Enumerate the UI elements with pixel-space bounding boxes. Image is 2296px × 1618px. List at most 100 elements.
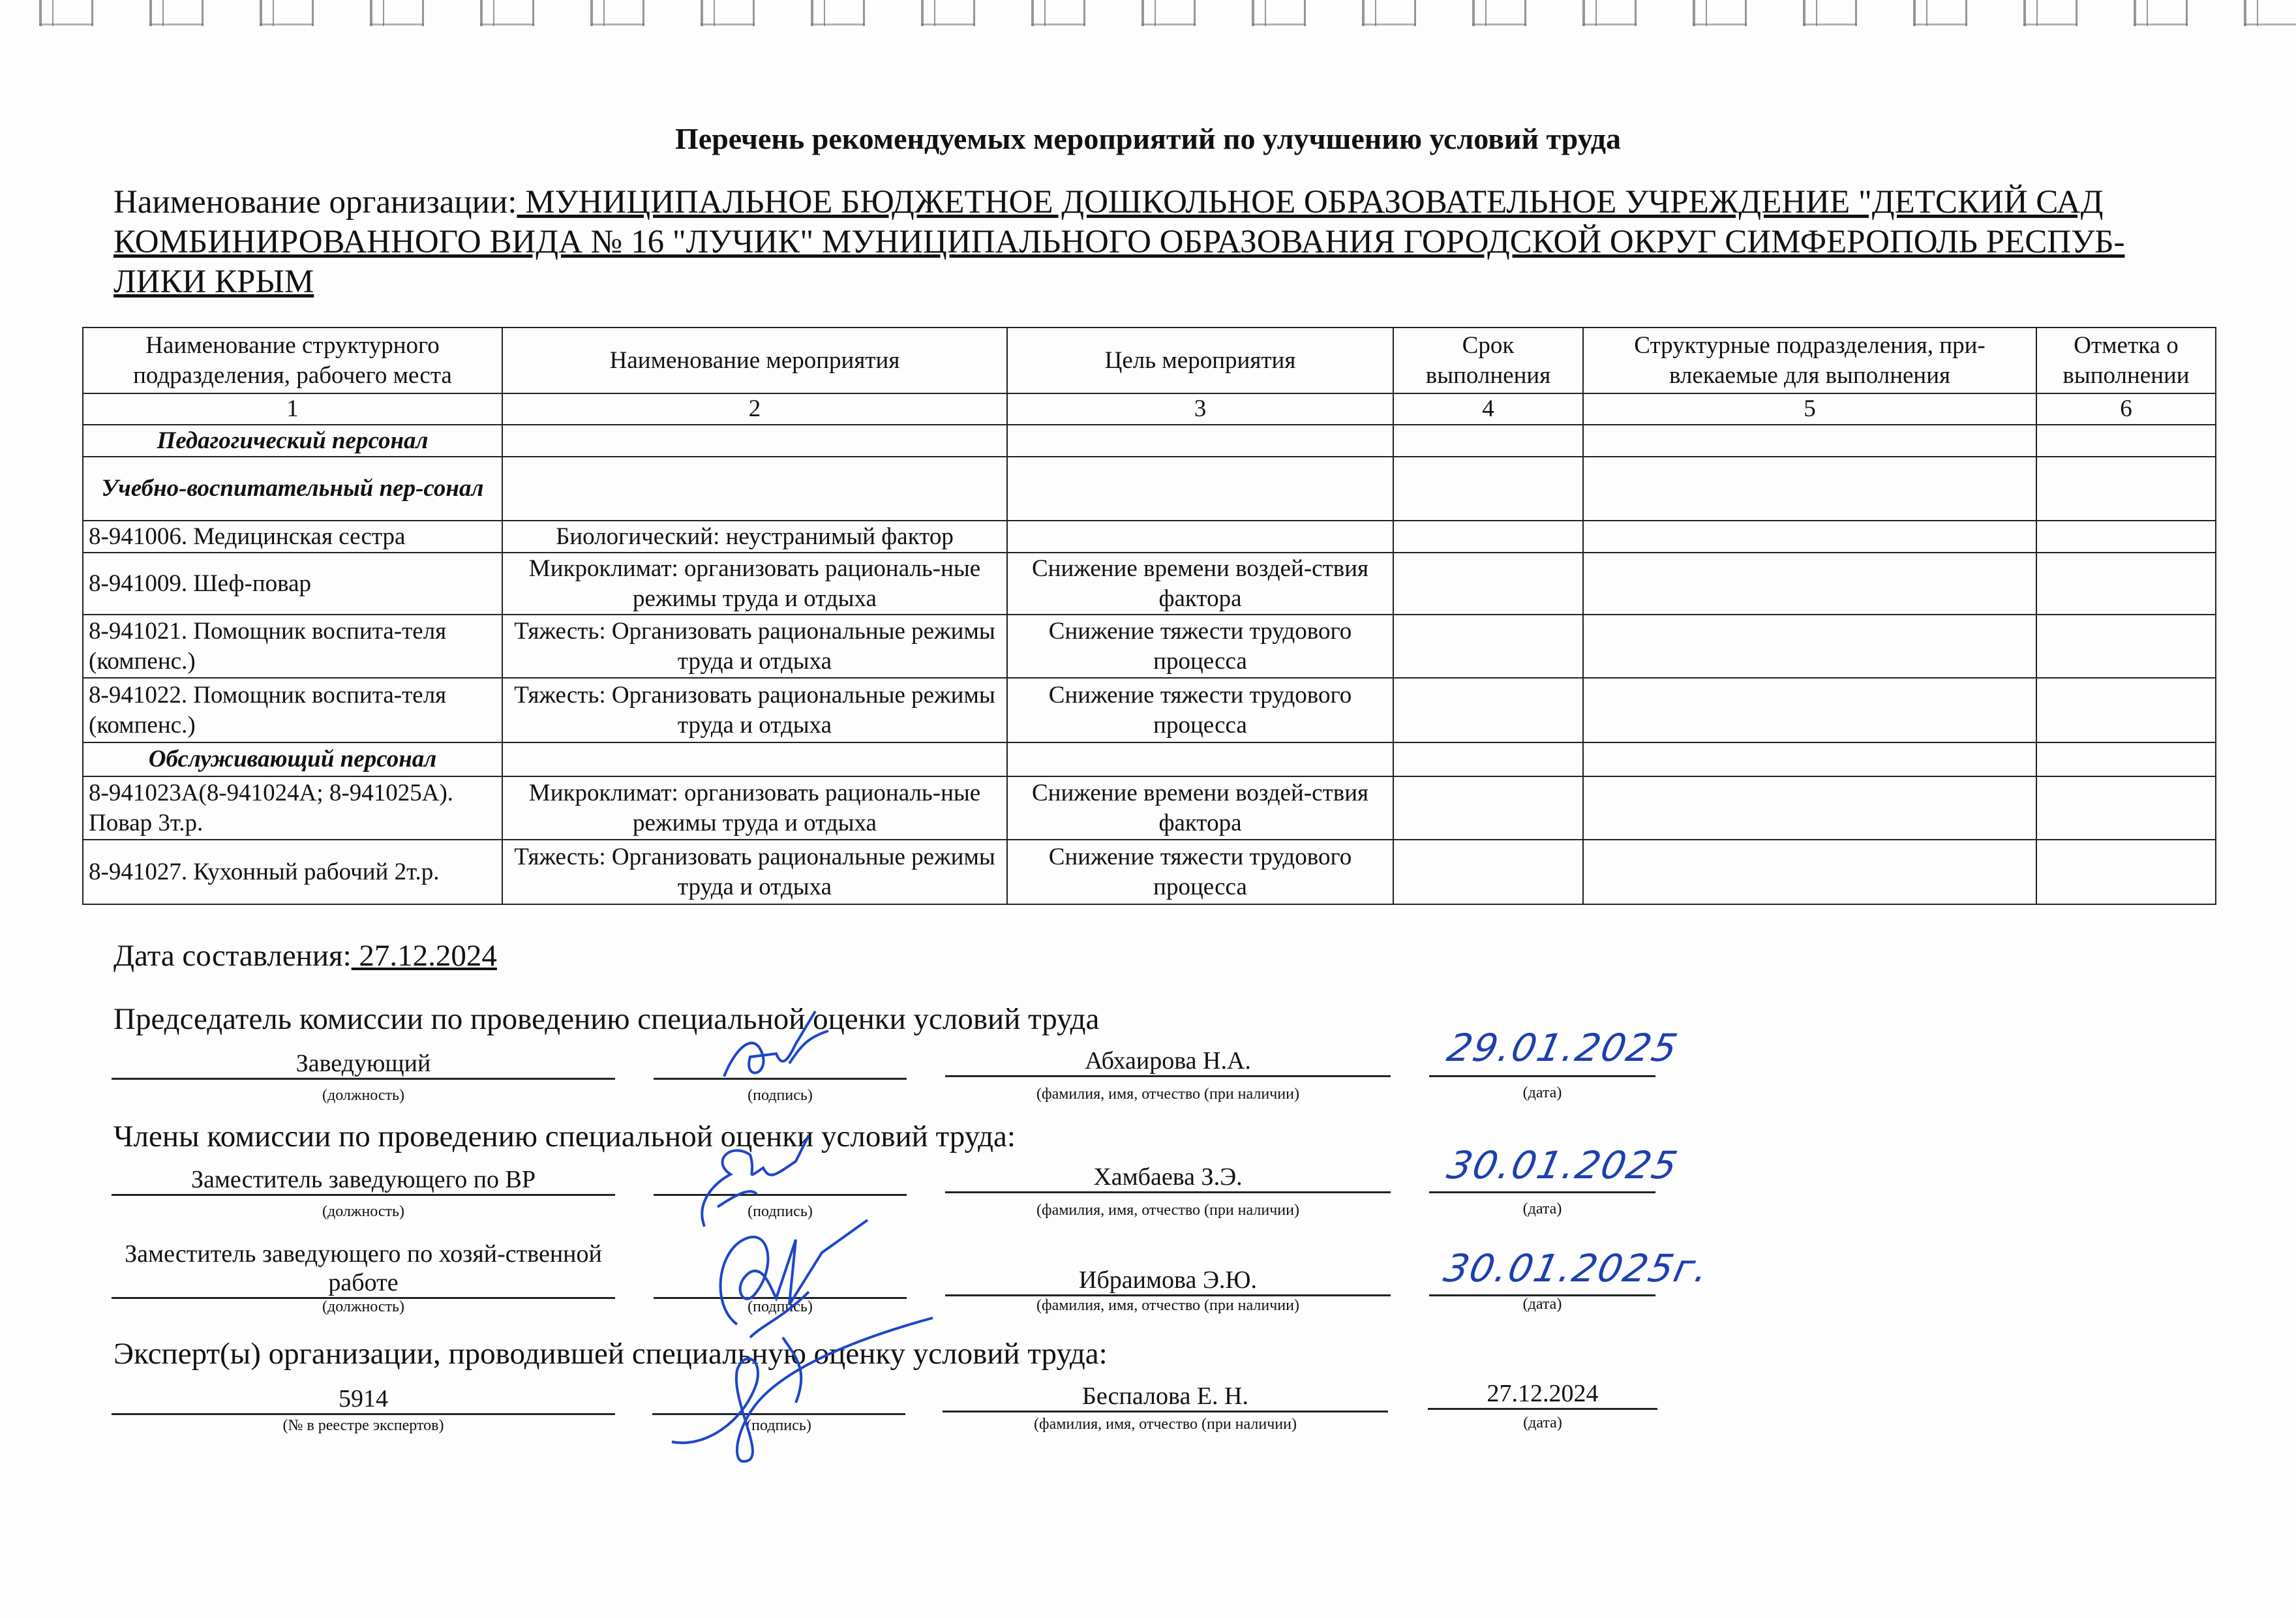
member-2-signature-line — [654, 1268, 907, 1299]
date-compiled-value: 27.12.2024 — [351, 939, 497, 973]
table-row: 8-941022. Помощник воспита-теля (компенс… — [82, 677, 2216, 743]
header-cell: Цель мероприятия — [1006, 327, 1394, 394]
caption-fio: (фамилия, имя, отчество (при наличии) — [1036, 1297, 1299, 1314]
table-cell: 8-941027. Кухонный рабочий 2т.р. — [82, 839, 503, 905]
caption-date: (дата) — [1523, 1414, 1562, 1431]
header-cell: Отметка о выполнении — [2036, 327, 2216, 394]
table-cell — [2036, 456, 2216, 521]
group-row: Педагогический персонал — [82, 424, 2216, 457]
chairman-date-handwritten: 29.01.2025 — [1443, 1026, 1683, 1070]
table-cell — [1582, 552, 2037, 615]
binding-holes-decoration — [0, 0, 2296, 26]
table-cell: Снижение тяжести трудового процесса — [1006, 839, 1394, 905]
table-cell — [1393, 552, 1584, 615]
caption-signature: (подпись) — [748, 1087, 813, 1104]
caption-position: (должность) — [322, 1203, 404, 1220]
group-label: Обслуживающий персонал — [82, 742, 503, 777]
table-cell — [502, 456, 1008, 521]
member-2-date-line — [1429, 1266, 1655, 1296]
group-label: Учебно-воспитательный пер-сонал — [82, 456, 503, 521]
table-cell: 8-941023А(8-941024А; 8-941025А). Повар 3… — [82, 776, 503, 840]
column-number: 2 — [502, 393, 1008, 425]
table-cell — [1393, 776, 1584, 840]
header-cell: Структурные подразделения, при-влекаемые… — [1582, 327, 2037, 394]
table-cell: Снижение тяжести трудового процесса — [1006, 677, 1394, 743]
member-1-name: Хамбаева З.Э. — [945, 1163, 1391, 1193]
caption-position: (должность) — [322, 1087, 404, 1104]
table-cell — [1006, 424, 1394, 457]
caption-position: (должность) — [322, 1298, 404, 1315]
member-2-signature — [719, 1219, 869, 1339]
table-cell — [2036, 742, 2216, 777]
member-1-position: Заместитель заведующего по ВР — [112, 1165, 615, 1196]
table-cell — [1393, 520, 1584, 553]
member-1-date-handwritten: 30.01.2025 — [1443, 1143, 1683, 1187]
table-cell: Биологический: неустранимый фактор — [502, 520, 1008, 553]
group-row: Учебно-воспитательный пер-сонал — [82, 456, 2216, 521]
header-cell: Срок выполнения — [1393, 327, 1584, 394]
table-cell — [502, 742, 1008, 777]
organization-label: Наименование организации: — [113, 184, 517, 221]
expert-date: 27.12.2024 — [1428, 1379, 1657, 1410]
caption-registry: (№ в реестре экспертов) — [282, 1417, 444, 1434]
table-cell: Снижение тяжести трудового процесса — [1006, 614, 1394, 679]
chairman-position: Заведующий — [112, 1049, 615, 1080]
table-cell — [1582, 520, 2037, 553]
chairman-signature-line — [654, 1049, 907, 1080]
document-title: Перечень рекомендуемых мероприятий по ул… — [675, 122, 1621, 155]
table-cell — [1582, 776, 2037, 840]
chairman-heading: Председатель комиссии по проведению спец… — [113, 1002, 1100, 1036]
member-2-name: Ибраимова Э.Ю. — [945, 1266, 1391, 1296]
table-cell: Микроклимат: организовать рациональ-ные … — [502, 552, 1008, 615]
table-cell — [1582, 742, 2037, 777]
header-cell: Наименование мероприятия — [502, 327, 1008, 394]
expert-signature-line — [652, 1384, 905, 1415]
caption-signature: (подпись) — [746, 1417, 811, 1434]
table-cell — [2036, 839, 2216, 905]
table-row: 8-941006. Медицинская сестра Биологически… — [82, 520, 2216, 553]
expert-heading: Эксперт(ы) организации, проводившей спец… — [113, 1337, 1108, 1371]
date-compiled-label: Дата составления: — [113, 939, 352, 973]
measures-table: Наименование структурного подразделения,… — [82, 327, 2216, 905]
table-cell — [2036, 677, 2216, 743]
table-cell — [1393, 614, 1584, 679]
header-cell: Наименование структурного подразделения,… — [82, 327, 503, 394]
caption-signature: (подпись) — [748, 1203, 813, 1220]
member-1-signature-line — [654, 1165, 907, 1196]
table-cell — [1393, 742, 1584, 777]
table-cell: 8-941006. Медицинская сестра — [82, 520, 503, 553]
caption-fio: (фамилия, имя, отчество (при наличии) — [1036, 1086, 1299, 1103]
table-row: 8-941027. Кухонный рабочий 2т.р. Тяжесть:… — [82, 839, 2216, 905]
table-cell — [1006, 456, 1394, 521]
expert-name: Беспалова Е. Н. — [943, 1382, 1388, 1412]
table-cell: Тяжесть: Организовать рациональные режим… — [502, 839, 1008, 905]
table-cell: 8-941021. Помощник воспита-теля (компенс… — [82, 614, 503, 679]
table-cell — [1006, 520, 1394, 553]
table-cell — [1582, 839, 2037, 905]
table-cell: 8-941009. Шеф-повар — [82, 552, 503, 615]
organization-block: Наименование организации: МУНИЦИПАЛЬНОЕ … — [113, 183, 2136, 302]
member-2-date-handwritten: 30.01.2025г. — [1440, 1246, 1714, 1290]
column-number: 4 — [1393, 393, 1584, 425]
table-cell — [1393, 456, 1584, 521]
table-cell — [1582, 677, 2037, 743]
table-cell — [2036, 776, 2216, 840]
chairman-date-line — [1429, 1046, 1655, 1077]
expert-registry-number: 5914 — [112, 1384, 615, 1415]
caption-signature: (подпись) — [748, 1298, 813, 1315]
organization-name: МУНИЦИПАЛЬНОЕ БЮДЖЕТНОЕ ДОШКОЛЬНОЕ ОБРАЗ… — [113, 184, 2125, 300]
member-1-date-line — [1429, 1163, 1655, 1193]
group-row: Обслуживающий персонал — [82, 742, 2216, 777]
group-label: Педагогический персонал — [82, 424, 503, 457]
table-cell — [1582, 424, 2037, 457]
caption-date: (дата) — [1522, 1084, 1562, 1101]
table-cell: Тяжесть: Организовать рациональные режим… — [502, 614, 1008, 679]
member-1-signature — [701, 1135, 810, 1227]
table-cell — [2036, 552, 2216, 615]
table-cell — [1582, 456, 2037, 521]
table-cell — [1006, 742, 1394, 777]
date-compiled: Дата составления: 27.12.2024 — [113, 938, 497, 973]
caption-fio: (фамилия, имя, отчество (при наличии) — [1036, 1202, 1299, 1219]
column-number-row: 1 2 3 4 5 6 — [82, 393, 2216, 425]
table-cell — [502, 424, 1008, 457]
